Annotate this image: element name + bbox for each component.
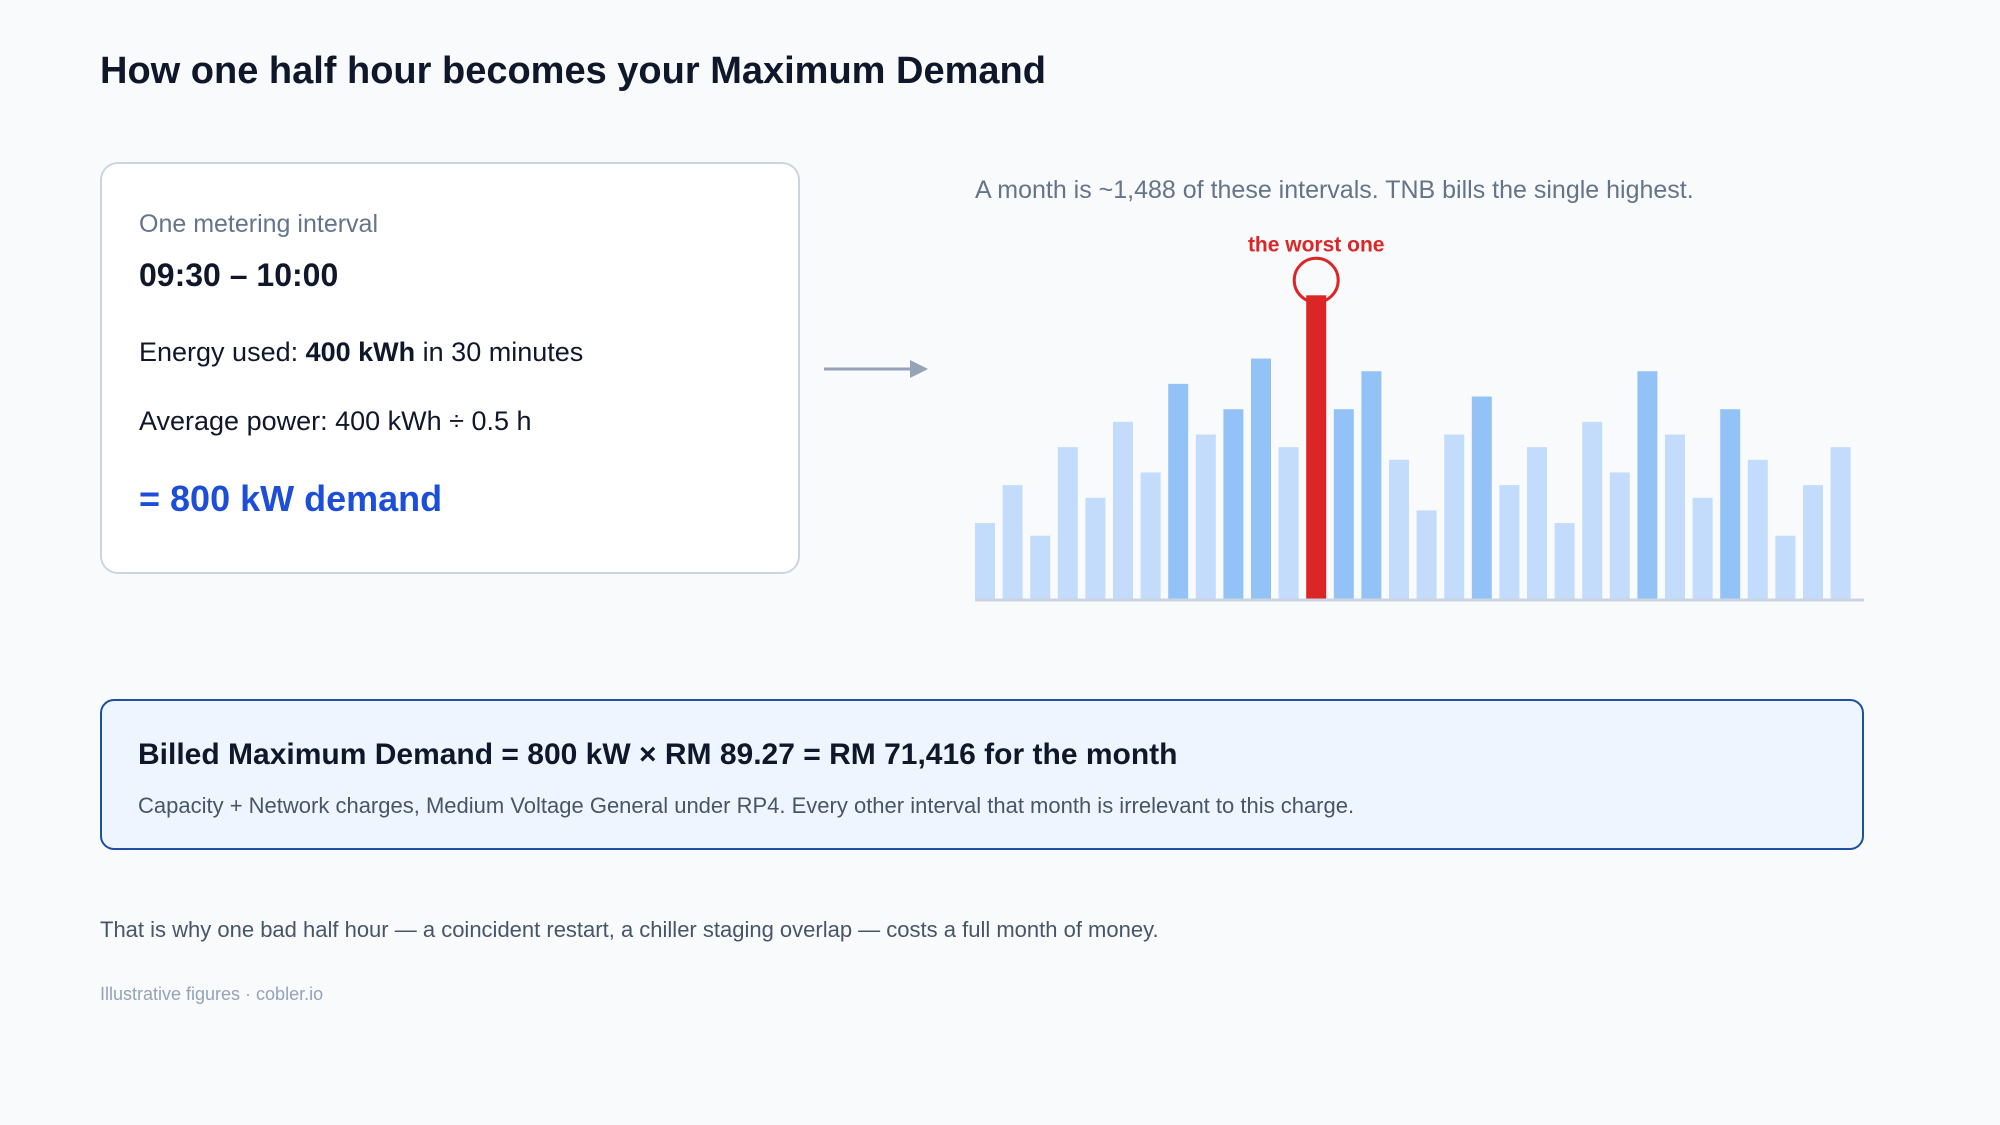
interval-bar [1499,485,1520,599]
interval-bar [1416,510,1437,599]
page-title: How one half hour becomes your Maximum D… [100,50,1046,92]
chart-caption: A month is ~1,488 of these intervals. TN… [975,176,1694,204]
worst-interval-label: the worst one [1248,233,1385,256]
billed-demand-headline: Billed Maximum Demand = 800 kW × RM 89.2… [138,738,1178,771]
energy-prefix: Energy used: [139,337,306,367]
interval-bar [1471,396,1492,599]
interval-bar [1444,434,1465,599]
interval-bar [1140,472,1161,599]
interval-bar [1333,409,1354,599]
interval-bar [1554,523,1575,599]
interval-bar [1168,383,1189,599]
interval-bar [1527,447,1547,599]
interval-bar [1223,409,1244,599]
interval-bar [1278,447,1299,599]
interval-bar [1030,535,1051,599]
energy-value: 400 kWh [305,337,416,367]
interval-bar [1609,472,1630,599]
interval-bar [1637,371,1658,599]
interval-bar [1389,459,1409,599]
interval-bar [1830,447,1851,599]
energy-used-line: Energy used: 400 kWh in 30 minutes [139,337,583,368]
interval-bar [1361,371,1382,599]
interval-bar [1002,485,1023,599]
interval-bar [1747,459,1768,599]
demand-result: = 800 kW demand [139,478,443,519]
interval-bar [1113,421,1133,599]
interval-bar [1665,434,1685,599]
interval-time: 09:30 – 10:00 [139,257,339,293]
interval-bar-chart: the worst one [975,233,1865,602]
highlighted-bar [1306,295,1327,599]
interval-bar [1720,409,1741,599]
interval-bar [1803,485,1823,599]
billed-demand-box: Billed Maximum Demand = 800 kW × RM 89.2… [100,699,1864,850]
interval-bar [1582,421,1603,599]
footnote: That is why one bad half hour — a coinci… [100,917,1159,942]
interval-bar [1251,358,1271,599]
arrow-right-icon [824,360,928,378]
billed-demand-detail: Capacity + Network charges, Medium Volta… [138,793,1355,818]
credit-line: Illustrative figures · cobler.io [100,984,324,1004]
interval-bar [1057,447,1078,599]
interval-bar [1775,535,1796,599]
interval-card: One metering interval 09:30 – 10:00 Ener… [100,162,800,574]
interval-bar [975,523,995,599]
interval-bar [1085,497,1106,599]
highlight-circle [1292,256,1340,304]
interval-bar [1692,497,1713,599]
interval-bar [1195,434,1216,599]
average-power-line: Average power: 400 kWh ÷ 0.5 h [139,406,532,436]
interval-label: One metering interval [139,210,379,238]
energy-suffix: in 30 minutes [415,337,584,367]
